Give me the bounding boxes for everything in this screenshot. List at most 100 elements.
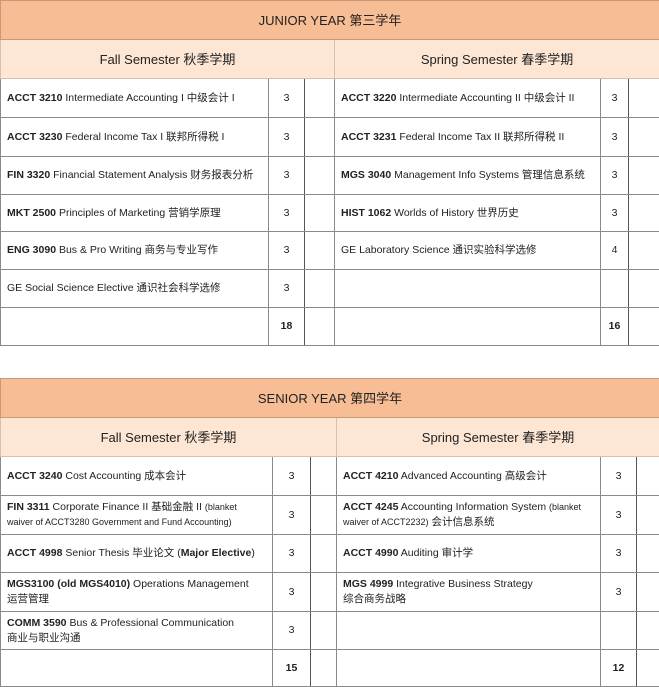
spring-credits: [601, 270, 629, 308]
course-title: Senior Thesis 毕业论文 (: [62, 547, 180, 559]
spring-course: MGS 3040 Management Info Systems 管理信息系统: [335, 157, 601, 195]
spring-total-credits: 16: [601, 308, 629, 346]
spring-blank-cell: [629, 232, 659, 270]
spring-credits: 3: [601, 195, 629, 232]
table-row: GE Social Science Elective 通识社会科学选修 3: [1, 270, 659, 308]
course-title: ): [251, 547, 255, 559]
fall-course: ACCT 3240 Cost Accounting 成本会计: [1, 457, 273, 496]
course-title: Financial Statement Analysis 财务报表分析: [50, 169, 253, 181]
fall-total-label-cell: [1, 308, 269, 346]
course-title: Bus & Pro Writing 商务与专业写作: [56, 244, 218, 256]
fall-blank-cell: [311, 612, 337, 650]
table-row: MGS3100 (old MGS4010) Operations Managem…: [1, 573, 659, 612]
course-code: ACCT 3240: [7, 470, 62, 482]
spring-semester-label: Spring Semester 春季学期: [335, 40, 659, 79]
course-title: Federal Income Tax II 联邦所得税 II: [396, 131, 564, 143]
spring-total-credits: 12: [601, 650, 637, 687]
fall-course: MGS3100 (old MGS4010) Operations Managem…: [1, 573, 273, 612]
fall-course: ACCT 4998 Senior Thesis 毕业论文 (Major Elec…: [1, 535, 273, 573]
year-title: JUNIOR YEAR 第三学年: [1, 1, 659, 40]
fall-credits: 3: [273, 496, 311, 535]
spring-course: MGS 4999 Integrative Business Strategy 综…: [337, 573, 601, 612]
course-title: Advanced Accounting 高级会计: [398, 470, 546, 482]
course-code: FIN 3311: [7, 501, 50, 513]
spring-blank-cell: [637, 457, 659, 496]
table-row: COMM 3590 Bus & Professional Communicati…: [1, 612, 659, 650]
table-row: FIN 3320 Financial Statement Analysis 财务…: [1, 157, 659, 195]
fall-course: ACCT 3230 Federal Income Tax I 联邦所得税 I: [1, 118, 269, 157]
spring-blank-cell: [637, 573, 659, 612]
spring-course: HIST 1062 Worlds of History 世界历史: [335, 195, 601, 232]
spring-credits: 3: [601, 457, 637, 496]
fall-course: FIN 3320 Financial Statement Analysis 财务…: [1, 157, 269, 195]
spring-blank-cell: [637, 650, 659, 687]
course-title: Principles of Marketing 营销学原理: [56, 207, 221, 219]
spring-credits: 3: [601, 535, 637, 573]
course-code: MKT 2500: [7, 207, 56, 219]
course-code: ACCT 3231: [341, 131, 396, 143]
spring-blank-cell: [629, 79, 659, 118]
fall-blank-cell: [305, 232, 335, 270]
spring-credits: [601, 612, 637, 650]
year-header-row: SENIOR YEAR 第四学年: [1, 379, 659, 418]
fall-credits: 3: [273, 535, 311, 573]
course-title: Corporate Finance II 基础金融 II: [50, 501, 205, 513]
course-code: ACCT 3230: [7, 131, 62, 143]
fall-credits: 3: [269, 118, 305, 157]
fall-credits: 3: [269, 232, 305, 270]
course-code: MGS3100 (old MGS4010): [7, 578, 130, 590]
course-code: ACCT 3220: [341, 92, 396, 104]
spring-total-label-cell: [335, 308, 601, 346]
table-row: ACCT 4998 Senior Thesis 毕业论文 (Major Elec…: [1, 535, 659, 573]
course-code: ACCT 4990: [343, 547, 398, 559]
spring-credits: 3: [601, 496, 637, 535]
fall-credits: 3: [269, 270, 305, 308]
spring-course: [335, 270, 601, 308]
course-title: Auditing 审计学: [398, 547, 473, 559]
fall-blank-cell: [311, 573, 337, 612]
fall-blank-cell: [311, 496, 337, 535]
spring-course: ACCT 4210 Advanced Accounting 高级会计: [337, 457, 601, 496]
fall-semester-label: Fall Semester 秋季学期: [1, 418, 337, 457]
course-title: 会计信息系统: [429, 516, 495, 528]
spring-course: [337, 612, 601, 650]
fall-blank-cell: [311, 535, 337, 573]
fall-blank-cell: [305, 270, 335, 308]
fall-credits: 3: [273, 457, 311, 496]
fall-course: MKT 2500 Principles of Marketing 营销学原理: [1, 195, 269, 232]
spring-blank-cell: [629, 195, 659, 232]
year-title: SENIOR YEAR 第四学年: [1, 379, 659, 418]
spring-total-label-cell: [337, 650, 601, 687]
fall-total-credits: 15: [273, 650, 311, 687]
spring-blank-cell: [637, 535, 659, 573]
course-code: ACCT 3210: [7, 92, 62, 104]
spring-blank-cell: [629, 118, 659, 157]
course-title: Federal Income Tax I 联邦所得税 I: [62, 131, 224, 143]
table-row: ACCT 3210 Intermediate Accounting I 中级会计…: [1, 79, 659, 118]
fall-course: FIN 3311 Corporate Finance II 基础金融 II (b…: [1, 496, 273, 535]
course-title: Cost Accounting 成本会计: [62, 470, 186, 482]
fall-credits: 3: [269, 79, 305, 118]
course-title: GE Social Science Elective 通识社会科学选修: [7, 282, 221, 294]
course-title: GE Laboratory Science 通识实验科学选修: [341, 244, 536, 256]
course-title: Accounting Information System: [398, 501, 549, 513]
spring-blank-cell: [637, 496, 659, 535]
fall-blank-cell: [305, 195, 335, 232]
fall-blank-cell: [311, 457, 337, 496]
spring-course: ACCT 4245 Accounting Information System …: [337, 496, 601, 535]
fall-credits: 3: [269, 195, 305, 232]
course-title: Worlds of History 世界历史: [391, 207, 519, 219]
fall-blank-cell: [305, 308, 335, 346]
fall-credits: 3: [269, 157, 305, 195]
spring-credits: 3: [601, 157, 629, 195]
course-code: Major Elective: [181, 547, 252, 559]
spring-blank-cell: [637, 612, 659, 650]
